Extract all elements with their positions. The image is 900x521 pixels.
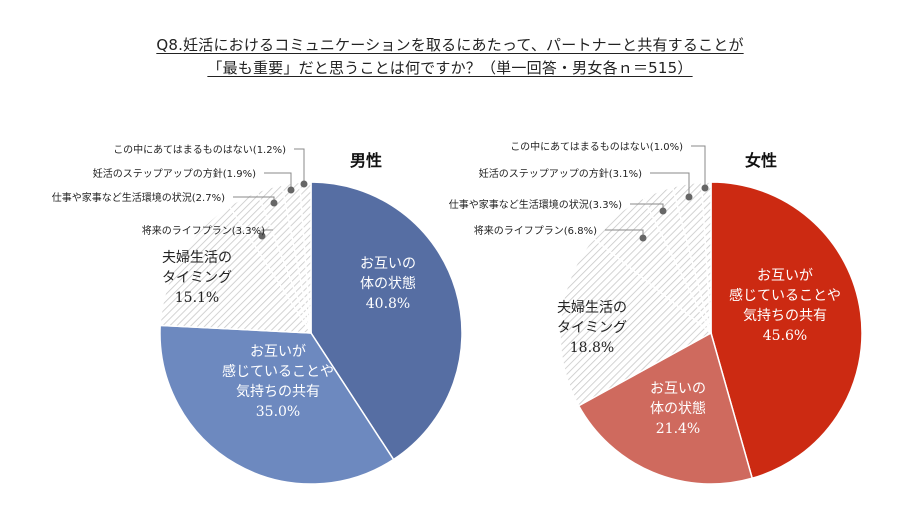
slice-label: 夫婦生活のタイミング 18.8% <box>557 299 627 356</box>
leader-dot <box>258 232 266 240</box>
leader-dot <box>270 199 278 207</box>
leader-dot <box>659 207 667 215</box>
chart-title-line-1: Q8.妊活におけるコミュニケーションを取るにあたって、パートナーと共有することが <box>0 34 900 55</box>
small-slice-label: 仕事や家事など生活環境の状況(2.7%) <box>52 191 225 204</box>
pie-slice <box>159 324 395 485</box>
leader-dot <box>639 234 647 242</box>
chart-title-line-2-text: 「最も重要」だと思うことは何ですか？（単一回答・男女各ｎ＝515） <box>207 59 693 77</box>
small-slice-label: この中にあてはまるものはない(1.2%) <box>113 143 286 156</box>
leader-line <box>294 148 305 184</box>
leader-dot <box>685 193 693 201</box>
small-slice-label: 仕事や家事など生活環境の状況(3.3%) <box>449 198 622 211</box>
small-slice-label: 将来のライフプラン(6.8%) <box>474 225 597 237</box>
pie-slice <box>700 181 712 334</box>
pie-slice <box>710 181 863 480</box>
small-slice-label: この中にあてはまるものはない(1.0%) <box>510 140 683 153</box>
leader-dot <box>300 180 308 188</box>
slice-label: お互いが感じていることや気持ちの共有 45.6% <box>729 268 841 344</box>
slice-label: お互いの体の状態 40.8% <box>360 256 416 312</box>
small-slice-label: 妊活のステップアップの方針(1.9%) <box>93 167 256 180</box>
pie-title: 女性 <box>745 151 777 170</box>
leader-line <box>691 145 706 188</box>
small-slice-label: 将来のライフプラン(3.3%) <box>142 225 265 237</box>
slice-label: お互いが感じていることや気持ちの共有 35.0% <box>222 344 334 420</box>
pie-slice <box>559 237 713 407</box>
chart-title-line-1-text: Q8.妊活におけるコミュニケーションを取るにあたって、パートナーと共有することが <box>156 36 744 54</box>
pie-female <box>559 181 863 485</box>
small-slice-label: 妊活のステップアップの方針(3.1%) <box>479 167 642 180</box>
slice-label: 夫婦生活のタイミング 15.1% <box>162 249 232 306</box>
chart-title-line-2: 「最も重要」だと思うことは何ですか？（単一回答・男女各ｎ＝515） <box>0 57 900 78</box>
pie-slice <box>159 204 313 334</box>
pie-slice <box>577 331 754 485</box>
pie-male <box>159 181 463 485</box>
pie-title: 男性 <box>350 151 382 170</box>
leader-line <box>264 172 292 190</box>
leader-line <box>650 172 690 197</box>
leader-dot <box>701 184 709 192</box>
leader-dot <box>287 186 295 194</box>
slice-label: お互いの体の状態 21.4% <box>650 381 706 437</box>
